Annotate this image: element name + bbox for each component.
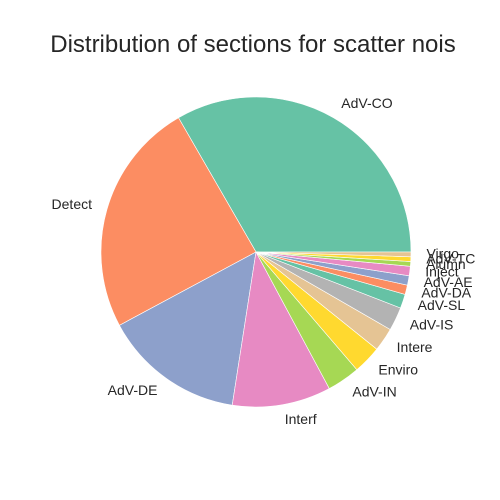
pie-label-adv-sl: AdV-SL: [418, 297, 466, 313]
pie-slice-interf: [231, 251, 330, 408]
pie-label-adv-de: AdV-DE: [108, 382, 158, 398]
pie-slice-detect: [100, 117, 257, 326]
pie-label-inject: Inject: [425, 264, 459, 280]
pie-label-enviro: Enviro: [378, 361, 418, 377]
pie-slice-virgo: [255, 251, 412, 258]
pie-slice-adv-de: [119, 251, 257, 406]
pie-labels: AdV-CO Detect AdV-DE Interf AdV-IN Enviro Inte…: [52, 95, 476, 427]
pie-label-adv-co: AdV-CO: [341, 95, 392, 111]
pie-slices: [100, 96, 412, 408]
pie-label-virgo: Virgo: [426, 245, 459, 261]
pie-label-adv-ae: AdV-AE: [424, 274, 473, 290]
pie-label-adv-is: AdV-IS: [410, 316, 454, 332]
pie-label-interf: Interf: [285, 411, 317, 427]
pie-label-alumn: Alumn: [426, 256, 466, 272]
pie-slice-adv-co: [178, 96, 412, 253]
chart-title: Distribution of sections for scatter noi…: [50, 31, 456, 58]
pie-label-detect: Detect: [52, 196, 93, 212]
pie-label-adv-in: AdV-IN: [352, 383, 396, 399]
pie-label-adv-da: AdV-DA: [421, 284, 471, 300]
pie-label-adv-tc: AdV-TC: [426, 251, 475, 267]
pie-label-intere: Intere: [397, 339, 433, 355]
